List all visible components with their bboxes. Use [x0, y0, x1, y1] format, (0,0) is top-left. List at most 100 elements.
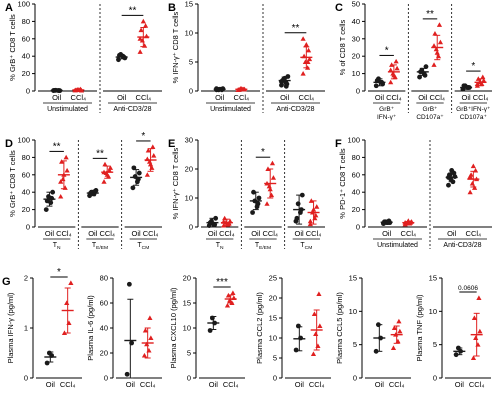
panel-e-point-oil — [256, 195, 262, 201]
panel-g10-point-oil — [373, 348, 379, 354]
panel-a-point-ccl4 — [138, 27, 144, 33]
panel-g-point-oil — [46, 350, 52, 356]
panel-g7-y-tick-label: 0 — [104, 374, 108, 383]
panel-f-condition-label: Oil — [382, 229, 392, 238]
panel-g9-point-ccl4 — [316, 291, 322, 296]
panel-f-condition-label: Oil — [447, 229, 457, 238]
panel-a-condition-label: Oil — [52, 93, 62, 102]
panel-g10-y-label: Plasma CCL5 (pg/ml) — [335, 292, 344, 364]
panel-e-group-label: TCM — [300, 242, 312, 251]
panel-e-sig-label: * — [261, 147, 265, 158]
panel-e-condition-label: Oil — [251, 229, 261, 238]
panel-f-point-ccl4 — [467, 189, 473, 195]
panel-b-letter: B — [168, 2, 176, 14]
panel-f-letter: F — [335, 138, 342, 150]
panel-b-point-oil — [283, 83, 289, 89]
panel-d-point-oil — [136, 170, 142, 176]
panel-b-group-label: Unstimulated — [210, 106, 251, 113]
panel-g10-y-tick-label: 15 — [349, 274, 357, 283]
panel-g9-point-ccl4 — [310, 351, 317, 356]
panel-c-group-label: IFN-γ⁺ — [377, 114, 397, 121]
panel-c-point-oil — [417, 74, 422, 80]
panel-f-group-label: Unstimulated — [377, 242, 418, 249]
panel-c-point-ccl4 — [474, 81, 480, 87]
panel-f-condition-label: CCl₄ — [401, 229, 417, 238]
panel-e-point-ccl4 — [269, 160, 276, 166]
panel-g8-condition-label: CCl₄ — [223, 380, 239, 389]
panel-d-group-label: TE/EM — [92, 242, 108, 251]
panel-d-point-ccl4 — [150, 144, 156, 149]
panel-f-point-ccl4 — [472, 185, 478, 190]
panel-g10-condition-label: CCl₄ — [389, 380, 405, 389]
panel-g-point-oil — [44, 360, 50, 366]
panel-e-point-oil — [299, 192, 305, 198]
panel-a-y-tick-label: 40 — [22, 52, 30, 61]
panel-f-group-label: Anti-CD3/28 — [443, 242, 481, 249]
panel-g9-point-ccl4 — [317, 323, 323, 328]
panel-e-point-ccl4 — [270, 175, 277, 180]
panel-c-point-ccl4 — [393, 58, 399, 64]
panel-c-y-tick-label: 40 — [352, 17, 360, 26]
panel-d-point-ccl4 — [144, 172, 150, 177]
panel-g7-y-label: Plasma IL-6 (pg/ml) — [86, 295, 95, 361]
panel-d-y-tick-label: 0 — [26, 223, 30, 232]
panel-g8-y-label: Plasma CXCL10 (pg/ml) — [169, 287, 178, 368]
panel-a-y-label: % GrB⁺ CD8 T cells — [8, 14, 17, 81]
panel-g-y-label: Plasma IFN-γ (pg/ml) — [6, 292, 15, 363]
panel-g8-y-tick-label: 10 — [183, 324, 191, 333]
panel-e-letter: E — [168, 138, 175, 150]
panel-g9-y-label: Plasma CCL2 (pg/ml) — [255, 292, 264, 364]
panel-g8-y-tick-label: 15 — [183, 299, 191, 308]
panel-b-point-ccl4 — [305, 47, 312, 53]
panel-g11-point-ccl4 — [471, 315, 478, 320]
panel-c-sig-label: ** — [426, 9, 434, 20]
panel-g7-condition-label: Oil — [126, 380, 136, 389]
panel-g7-point-ccl4 — [147, 315, 153, 320]
panel-g10-point-ccl4 — [395, 338, 401, 344]
panel-f-y-tick-label: 0 — [356, 223, 360, 232]
panel-d-point-ccl4 — [59, 159, 65, 164]
panel-g10-condition-label: Oil — [375, 380, 385, 389]
panel-b-y-tick-label: 5 — [189, 58, 193, 67]
panel-d-y-tick-label: 100 — [17, 136, 30, 145]
panel-g10-point-ccl4 — [396, 318, 402, 324]
panel-g11-point-ccl4 — [473, 335, 479, 340]
panel-g11-sig-label: 0.0606 — [458, 285, 478, 292]
panel-c-point-ccl4 — [432, 30, 438, 36]
panel-c-sig-label: * — [471, 61, 475, 72]
panel-g10-point-ccl4 — [390, 345, 397, 350]
panel-g8-y-tick-label: 5 — [187, 349, 191, 358]
panel-b-condition-label: CCl₄ — [234, 93, 250, 102]
panel-d-condition-label: Oil — [45, 229, 55, 238]
panel-d-point-ccl4 — [64, 167, 70, 173]
panel-d-point-ccl4 — [58, 179, 64, 184]
panel-d-point-oil — [49, 195, 55, 201]
panel-d-group-label: TN — [53, 242, 61, 251]
panel-g11-point-oil — [453, 352, 459, 358]
panel-c-y-tick-label: 10 — [352, 69, 360, 78]
panel-g9-point-ccl4 — [311, 311, 318, 316]
panel-d-y-tick-label: 60 — [22, 170, 30, 179]
panel-g-condition-label: Oil — [46, 380, 56, 389]
panel-g11-point-ccl4 — [477, 328, 483, 334]
panel-b-group-label: Anti-CD3/28 — [276, 106, 314, 113]
panel-g11-y-tick-label: 5 — [433, 340, 437, 349]
panel-f-y-tick-label: 100 — [347, 136, 360, 145]
panel-g-point-ccl4 — [68, 280, 74, 285]
panel-d-point-oil — [130, 185, 136, 191]
panel-d-condition-label: Oil — [132, 229, 142, 238]
panel-c-group-label: CD107a⁺ — [460, 114, 488, 121]
panel-g9-point-oil — [295, 323, 301, 329]
panel-b-y-label: % IFN-γ⁺ CD8 T cells — [171, 11, 180, 83]
panel-b-y-tick-label: 15 — [185, 0, 193, 9]
panel-e-y-tick-label: 30 — [185, 136, 193, 145]
panel-g-y-tick-label: 1 — [24, 324, 28, 333]
panel-g11-y-tick-label: 0 — [433, 374, 437, 383]
panel-g8-y-tick-label: 0 — [187, 374, 191, 383]
panel-c-y-tick-label: 0 — [356, 87, 360, 96]
panel-d-point-ccl4 — [63, 154, 69, 160]
panel-f-y-tick-label: 60 — [352, 170, 360, 179]
panel-g8-point-ccl4 — [224, 302, 231, 308]
panel-g9-y-tick-label: 15 — [269, 314, 277, 323]
panel-e-y-label: % IFN-γ⁺ CD8 T cells — [171, 147, 180, 219]
